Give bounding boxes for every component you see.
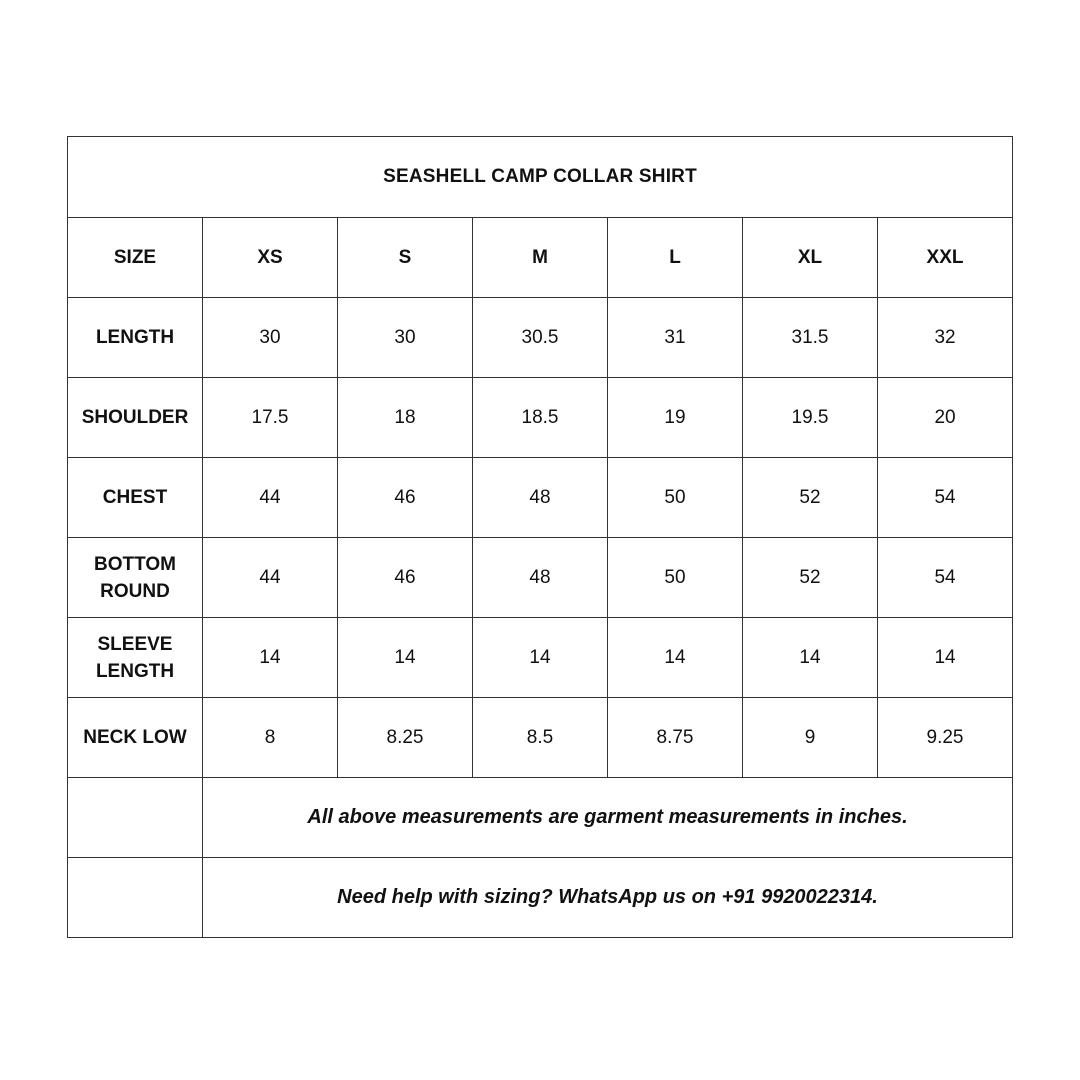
empty-cell (67, 857, 203, 938)
table-row: LENGTH 30 30 30.5 31 31.5 32 (67, 297, 1014, 378)
table-cell: 30.5 (472, 297, 608, 378)
table-cell: 14 (472, 617, 608, 698)
chart-title: SEASHELL CAMP COLLAR SHIRT (66, 136, 1014, 218)
table-cell: 8.75 (607, 697, 743, 778)
table-cell: 54 (876, 537, 1014, 618)
table-cell: 17.5 (202, 377, 338, 458)
row-label: NECK LOW (67, 697, 203, 778)
note-row: All above measurements are garment measu… (67, 777, 1014, 858)
table-row: BOTTOM ROUND 44 46 48 50 52 54 (67, 537, 1014, 618)
row-label: CHEST (67, 457, 203, 538)
table-cell: 50 (607, 537, 743, 618)
empty-cell (67, 777, 203, 858)
table-cell: 8.25 (337, 697, 473, 778)
table-row: CHEST 44 46 48 50 52 54 (67, 457, 1014, 538)
table-row: NECK LOW 8 8.25 8.5 8.75 9 9.25 (67, 697, 1014, 778)
table-cell: 52 (742, 537, 878, 618)
table-cell: 19 (607, 377, 743, 458)
table-cell: 54 (876, 457, 1014, 538)
table-cell: 48 (472, 457, 608, 538)
table-cell: 18 (337, 377, 473, 458)
table-cell: 44 (202, 457, 338, 538)
size-header-s: S (337, 217, 473, 298)
table-cell: 31 (607, 297, 743, 378)
table-cell: 9 (742, 697, 878, 778)
row-label: SHOULDER (67, 377, 203, 458)
table-row: SHOULDER 17.5 18 18.5 19 19.5 20 (67, 377, 1014, 458)
table-cell: 30 (337, 297, 473, 378)
row-label: LENGTH (67, 297, 203, 378)
title-row: SEASHELL CAMP COLLAR SHIRT (66, 136, 1014, 218)
table-cell: 19.5 (742, 377, 878, 458)
table-cell: 8.5 (472, 697, 608, 778)
table-cell: 50 (607, 457, 743, 538)
size-header-l: L (607, 217, 743, 298)
table-cell: 14 (742, 617, 878, 698)
row-label: SLEEVE LENGTH (67, 617, 203, 698)
table-cell: 31.5 (742, 297, 878, 378)
size-header-xl: XL (742, 217, 878, 298)
table-cell: 14 (202, 617, 338, 698)
size-header-m: M (472, 217, 608, 298)
note-row: Need help with sizing? WhatsApp us on +9… (67, 857, 1014, 938)
table-cell: 14 (876, 617, 1014, 698)
table-cell: 18.5 (472, 377, 608, 458)
table-cell: 8 (202, 697, 338, 778)
sizing-help-note: Need help with sizing? WhatsApp us on +9… (201, 857, 1014, 938)
table-cell: 46 (337, 537, 473, 618)
measurement-note: All above measurements are garment measu… (201, 777, 1014, 858)
table-cell: 32 (876, 297, 1014, 378)
table-cell: 46 (337, 457, 473, 538)
table-cell: 14 (607, 617, 743, 698)
size-header-xs: XS (202, 217, 338, 298)
row-label: BOTTOM ROUND (67, 537, 203, 618)
size-header: SIZE (67, 217, 203, 298)
table-cell: 14 (337, 617, 473, 698)
table-cell: 20 (876, 377, 1014, 458)
size-header-xxl: XXL (876, 217, 1014, 298)
table-cell: 52 (742, 457, 878, 538)
header-row: SIZE XS S M L XL XXL (67, 217, 1014, 298)
size-chart-table: SEASHELL CAMP COLLAR SHIRT SIZE XS S M L XL X… (66, 136, 1014, 938)
table-row: SLEEVE LENGTH 14 14 14 14 14 14 (67, 617, 1014, 698)
table-cell: 30 (202, 297, 338, 378)
table-cell: 9.25 (876, 697, 1014, 778)
table-cell: 44 (202, 537, 338, 618)
table-cell: 48 (472, 537, 608, 618)
